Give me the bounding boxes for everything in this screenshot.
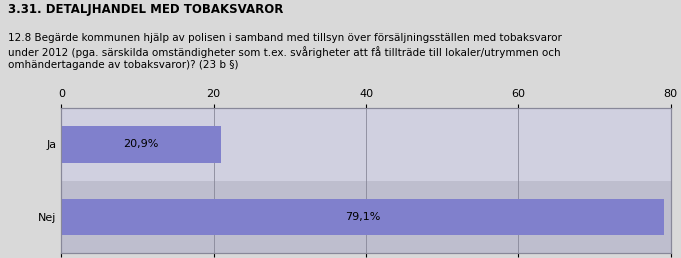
Bar [61, 181, 671, 253]
Text: 79,1%: 79,1% [345, 212, 380, 222]
Bar [61, 126, 221, 163]
Text: 20,9%: 20,9% [123, 140, 159, 149]
Text: 3.31. DETALJHANDEL MED TOBAKSVAROR: 3.31. DETALJHANDEL MED TOBAKSVAROR [8, 3, 283, 16]
Text: 12.8 Begärde kommunen hjälp av polisen i samband med tillsyn över försäljningsst: 12.8 Begärde kommunen hjälp av polisen i… [8, 33, 562, 70]
Bar [61, 199, 664, 235]
Bar [61, 108, 671, 181]
